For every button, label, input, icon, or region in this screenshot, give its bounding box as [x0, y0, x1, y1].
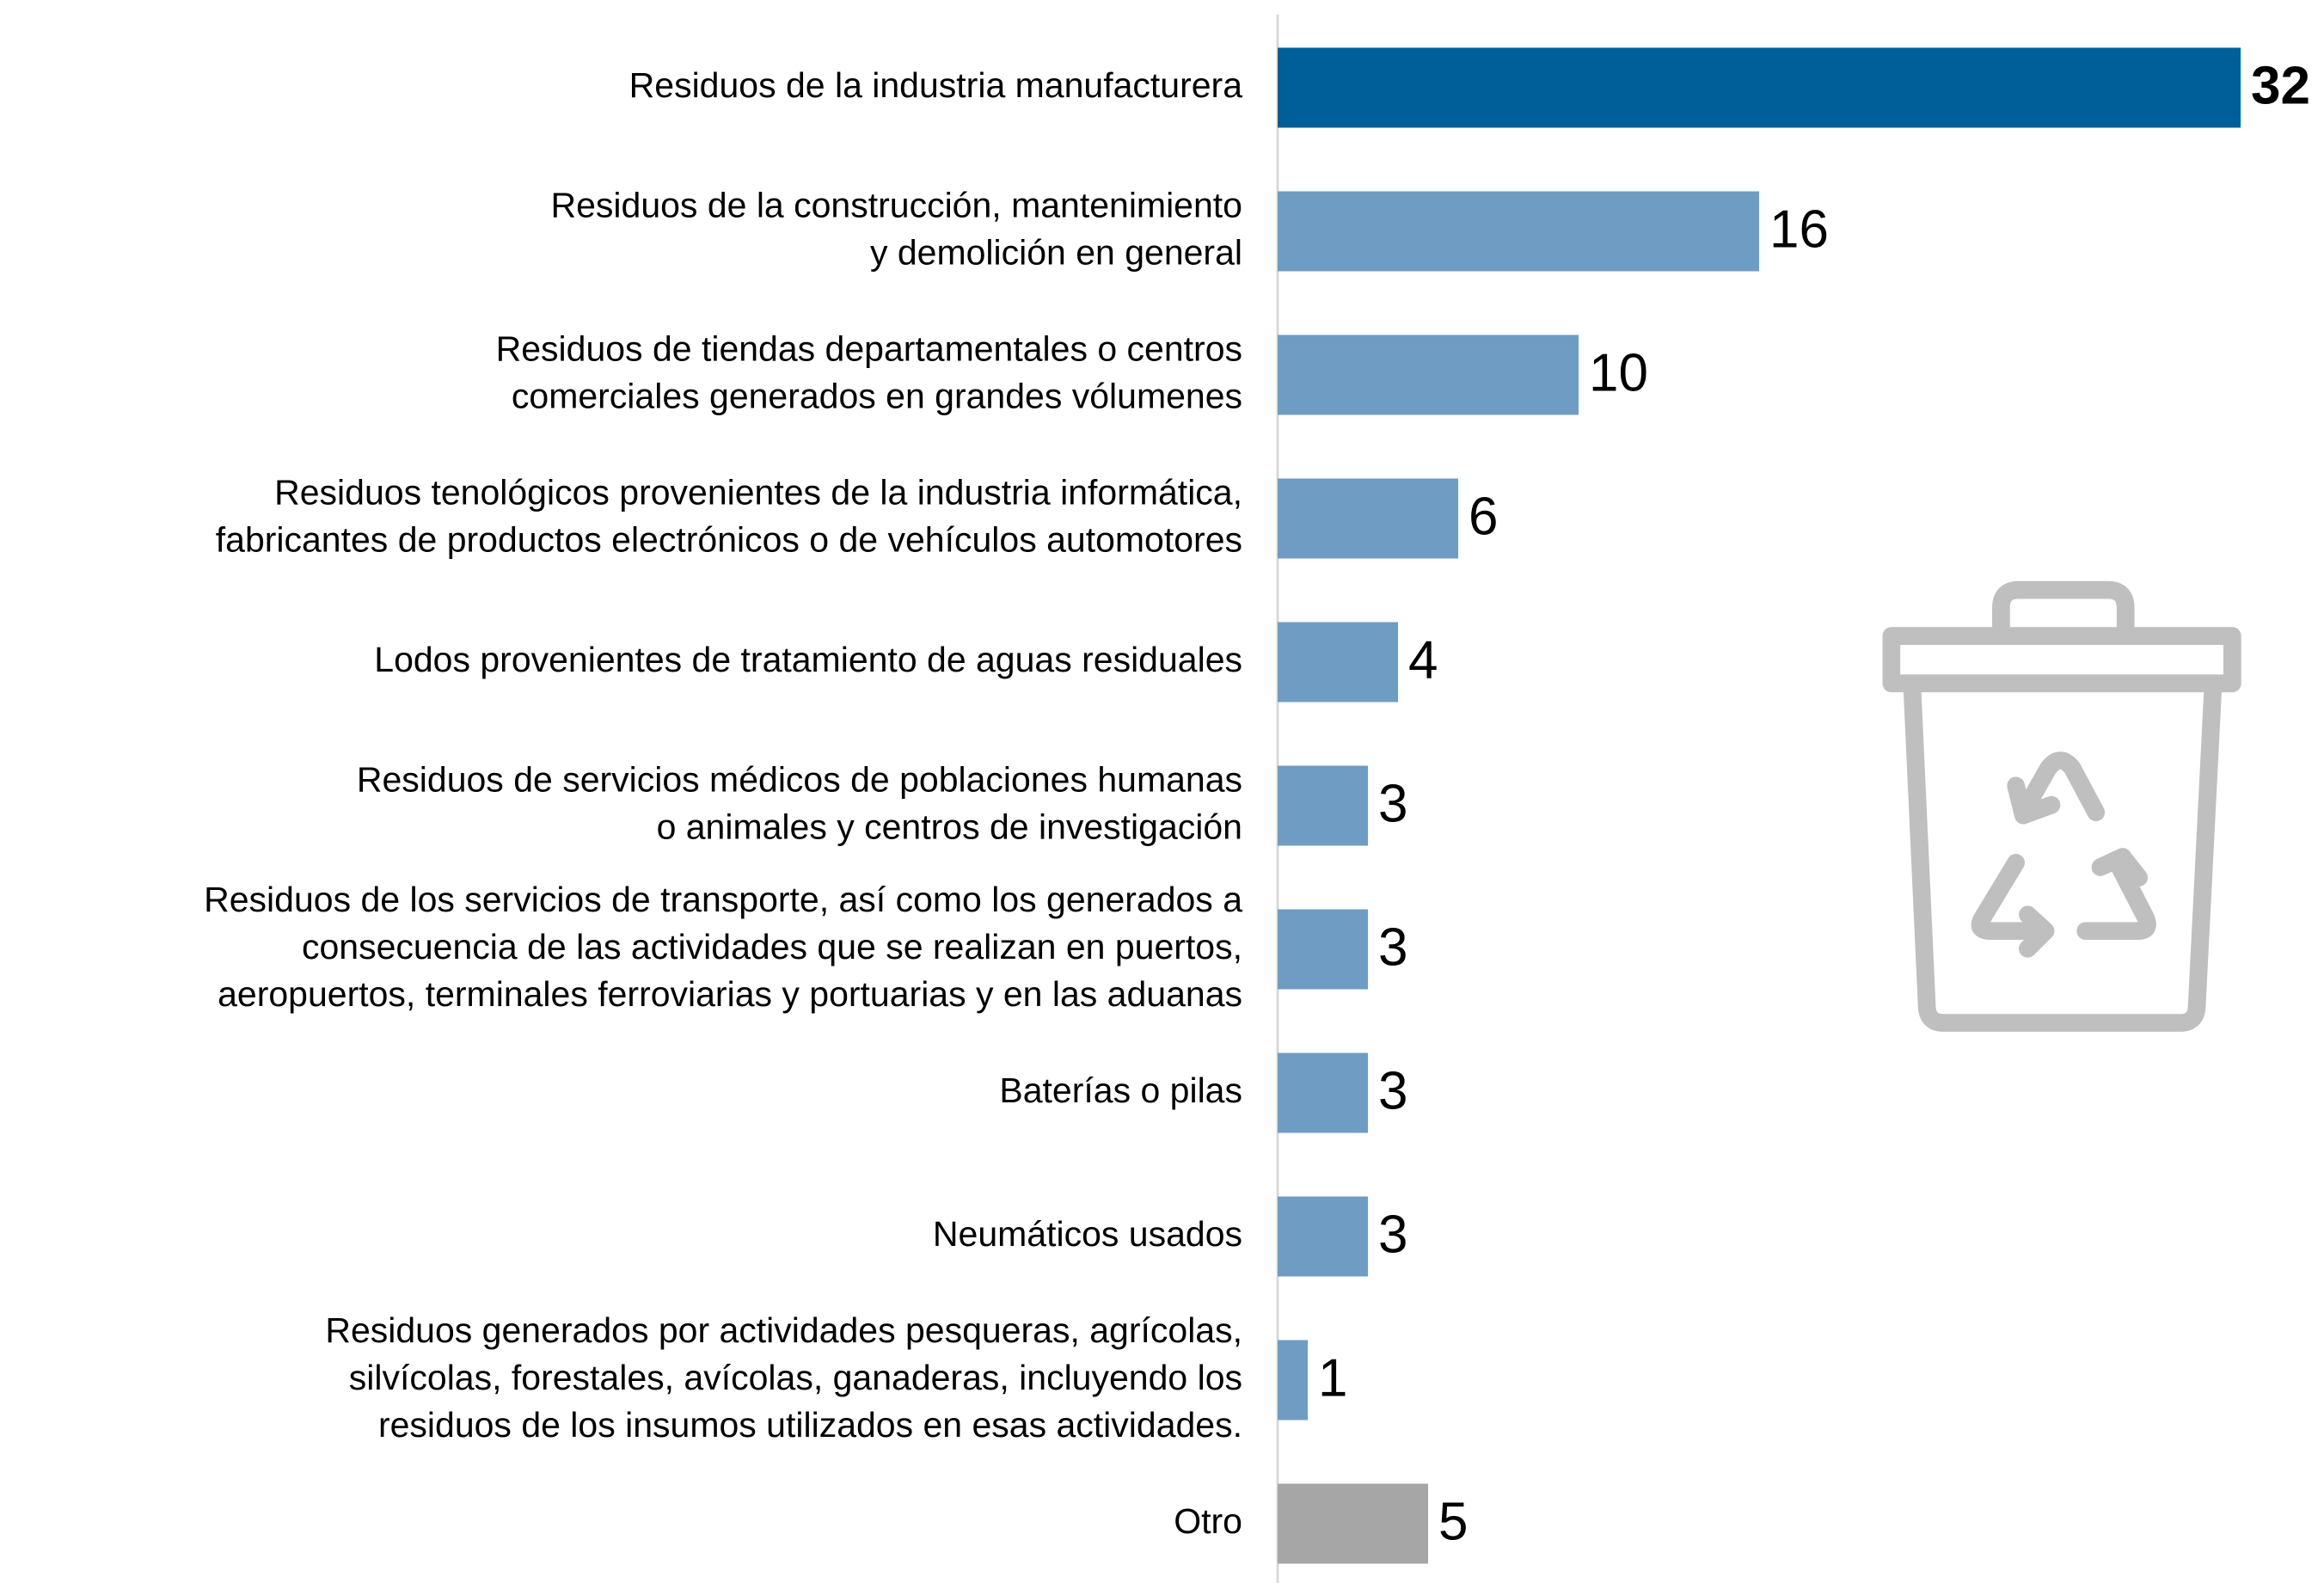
bar: [1278, 47, 2241, 128]
value-label: 6: [1469, 487, 1498, 546]
category-label: Residuos de tiendas departamentales o ce…: [496, 328, 1242, 415]
bar: [1278, 622, 1398, 703]
bar: [1278, 1052, 1368, 1133]
value-label: 16: [1769, 199, 1829, 259]
bar: [1278, 1483, 1428, 1564]
bar: [1278, 1340, 1308, 1420]
recycle-bin-icon: [1882, 580, 2241, 1032]
category-label: Neumáticos usados: [933, 1214, 1242, 1254]
category-label: Residuos de la industria manufacturera: [629, 65, 1243, 105]
value-label: 3: [1378, 1061, 1407, 1120]
category-label: Residuos de los servicios de transporte,…: [204, 880, 1242, 1014]
category-label: Residuos de la construcción, mantenimien…: [551, 185, 1243, 272]
category-label: Lodos provenientes de tratamiento de agu…: [374, 640, 1242, 679]
category-label: Residuos generados por actividades pesqu…: [325, 1310, 1242, 1445]
value-label: 32: [2251, 56, 2310, 115]
bar: [1278, 765, 1368, 846]
bar: [1278, 1196, 1368, 1277]
bar: [1278, 191, 1759, 272]
category-label: Residuos de servicios médicos de poblaci…: [357, 759, 1242, 846]
bar: [1278, 478, 1458, 559]
value-label: 3: [1378, 774, 1407, 833]
category-label: Residuos tenológicos provenientes de la …: [216, 472, 1242, 559]
value-label: 5: [1438, 1492, 1468, 1551]
value-label: 3: [1378, 1205, 1407, 1264]
value-label: 1: [1318, 1348, 1347, 1408]
category-label: Baterías o pilas: [999, 1071, 1242, 1110]
bar: [1278, 909, 1368, 990]
value-label: 10: [1589, 343, 1648, 402]
value-label: 3: [1378, 917, 1407, 977]
bar: [1278, 334, 1579, 415]
category-label: Otro: [1174, 1501, 1242, 1541]
value-label: 4: [1408, 630, 1438, 690]
